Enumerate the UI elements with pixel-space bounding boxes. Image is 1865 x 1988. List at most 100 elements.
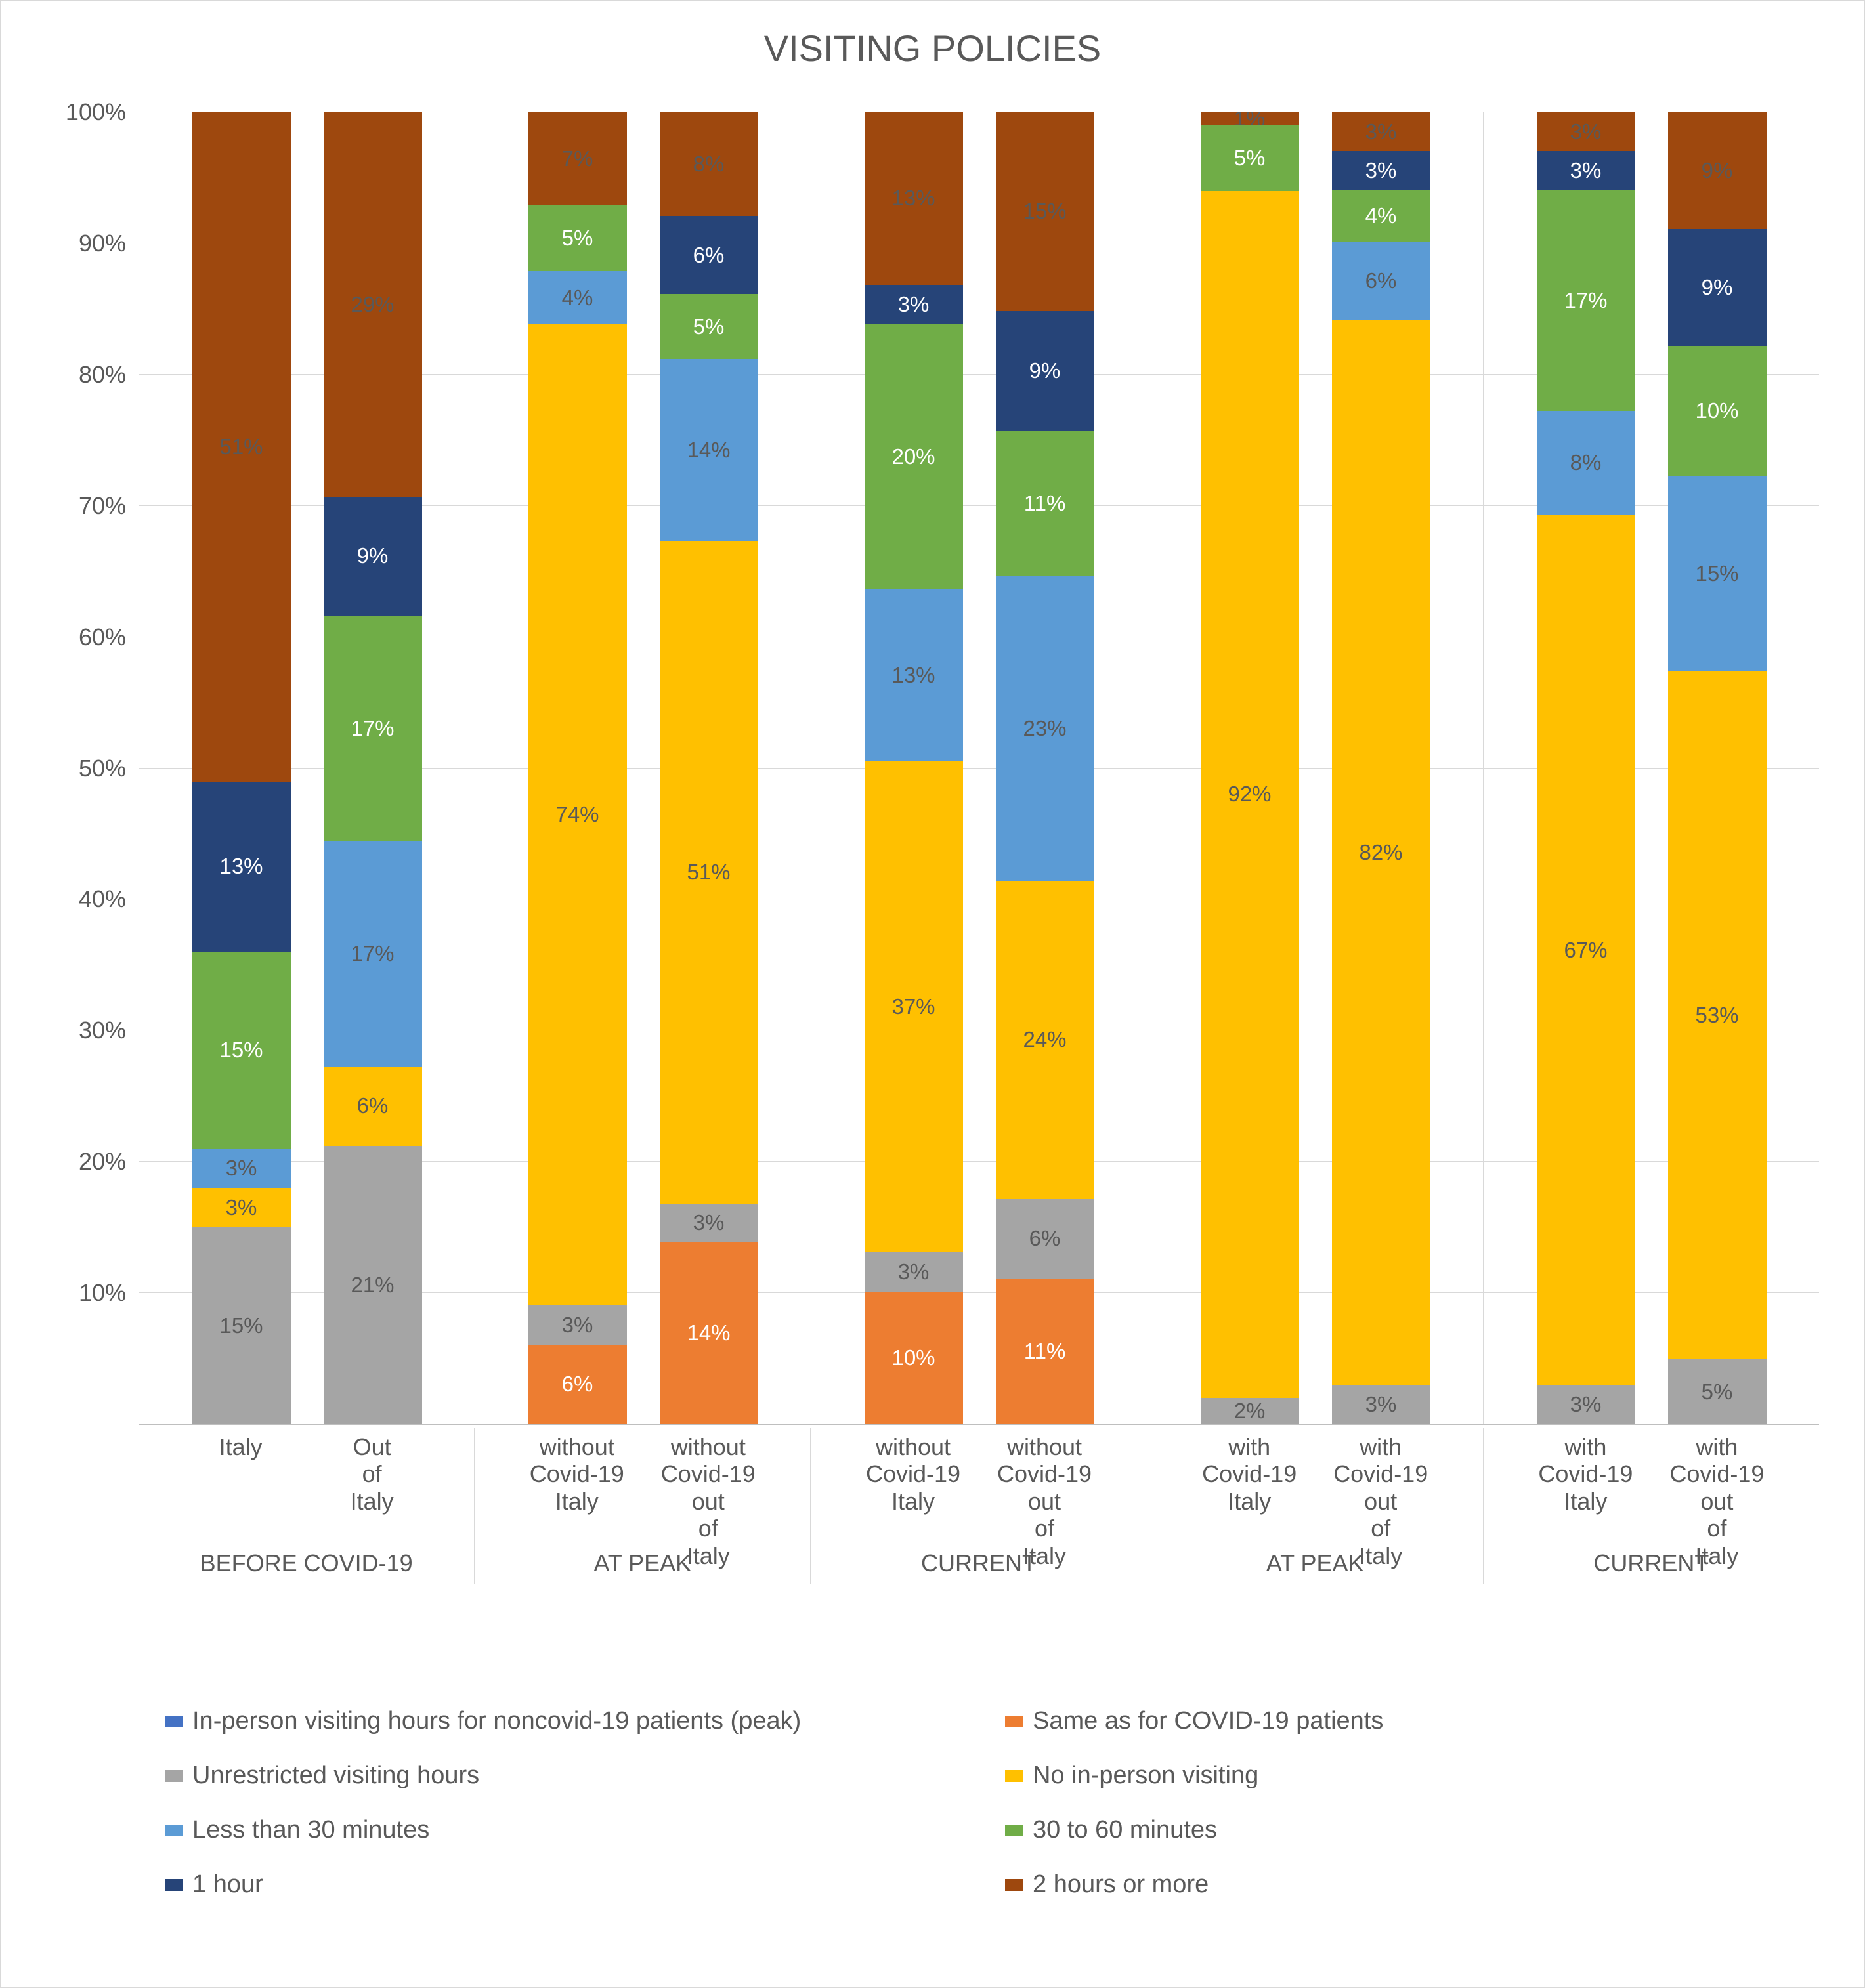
group-label: BEFORE COVID-19 — [139, 1543, 475, 1584]
bar-segment: 13% — [192, 782, 291, 952]
chart-title: VISITING POLICIES — [1, 1, 1864, 83]
stacked-bar: 14%3%51%14%5%6%8% — [660, 112, 758, 1424]
y-axis-label: 90% — [79, 230, 139, 257]
segment-label: 17% — [351, 716, 394, 741]
bar-segment: 8% — [1537, 411, 1635, 515]
segment-label: 74% — [555, 802, 599, 827]
segment-label: 17% — [1564, 288, 1607, 313]
bar-segment: 6% — [660, 216, 758, 294]
legend-swatch — [165, 1770, 183, 1782]
y-axis-label: 10% — [79, 1279, 139, 1307]
bar-segment: 3% — [660, 1204, 758, 1242]
bar-segment: 17% — [324, 841, 422, 1067]
segment-label: 37% — [891, 994, 935, 1019]
bar-segment: 3% — [1537, 112, 1635, 151]
bar-segment: 15% — [1668, 476, 1767, 671]
bar-segment: 51% — [192, 112, 291, 781]
segment-label: 82% — [1359, 840, 1402, 865]
bar-segment: 7% — [528, 112, 627, 205]
bar-segment: 4% — [1332, 190, 1430, 242]
segment-label: 3% — [1570, 119, 1602, 144]
legend-swatch — [1005, 1770, 1023, 1782]
legend-item: Unrestricted visiting hours — [165, 1762, 953, 1790]
segment-label: 5% — [1234, 146, 1266, 171]
segment-label: 92% — [1228, 782, 1271, 807]
segment-label: 9% — [1702, 158, 1733, 183]
bar-segment: 53% — [1668, 671, 1767, 1359]
stacked-bar: 3%67%8%17%3%3% — [1537, 112, 1635, 1424]
bar-slot: 11%6%24%23%11%9%15% — [996, 112, 1094, 1424]
y-axis-label: 30% — [79, 1017, 139, 1044]
legend-swatch — [1005, 1825, 1023, 1836]
segment-label: 6% — [693, 243, 725, 268]
segment-label: 53% — [1695, 1003, 1738, 1028]
segment-label: 3% — [226, 1195, 257, 1220]
legend-swatch — [1005, 1716, 1023, 1727]
bar-segment: 3% — [528, 1305, 627, 1345]
legend-item: Less than 30 minutes — [165, 1816, 953, 1844]
legend-item: No in-person visiting — [1005, 1762, 1793, 1790]
segment-label: 1% — [1234, 112, 1266, 125]
legend-label: 30 to 60 minutes — [1033, 1816, 1217, 1844]
bar-segment: 2% — [1201, 1398, 1299, 1424]
bar-segment: 5% — [528, 205, 627, 271]
segment-label: 5% — [1702, 1380, 1733, 1405]
segment-label: 17% — [351, 941, 394, 966]
segment-label: 2% — [1234, 1399, 1266, 1424]
group-label: AT PEAK — [1147, 1543, 1484, 1584]
x-axis-group-labels: BEFORE COVID-19AT PEAKCURRENTAT PEAKCURR… — [139, 1543, 1819, 1584]
plot-area: 0%10%20%30%40%50%60%70%80%90%100% 15%3%3… — [139, 112, 1819, 1425]
y-axis-label: 50% — [79, 755, 139, 782]
segment-label: 3% — [562, 1313, 593, 1338]
segment-label: 3% — [1570, 158, 1602, 183]
legend-label: Unrestricted visiting hours — [192, 1762, 479, 1790]
bar-segment: 3% — [1332, 1385, 1430, 1424]
segment-label: 4% — [562, 286, 593, 310]
bar-segment: 74% — [528, 324, 627, 1305]
bar-segment: 5% — [1201, 125, 1299, 191]
bar-segment: 8% — [660, 112, 758, 216]
y-axis-label: 20% — [79, 1148, 139, 1175]
segment-label: 5% — [693, 314, 725, 339]
bar-group: 10%3%37%13%20%3%13%11%6%24%23%11%9%15% — [811, 112, 1147, 1424]
bar-segment: 1% — [1201, 112, 1299, 125]
bar-slot: 21%6%17%17%9%29% — [324, 112, 422, 1424]
bar-segment: 3% — [192, 1149, 291, 1188]
segment-label: 10% — [1695, 398, 1738, 423]
bar-segment: 9% — [1668, 112, 1767, 229]
stacked-bar: 15%3%3%15%13%51% — [192, 112, 291, 1424]
bar-segment: 15% — [192, 1227, 291, 1424]
segment-label: 24% — [1023, 1027, 1066, 1052]
segment-label: 21% — [351, 1273, 394, 1298]
segment-label: 14% — [687, 1321, 730, 1345]
bar-segment: 10% — [865, 1292, 963, 1424]
bar-group: 2%92%0%5%1%3%82%6%4%3%3% — [1147, 112, 1484, 1424]
segment-label: 29% — [351, 292, 394, 317]
segment-label: 9% — [1702, 275, 1733, 300]
segment-label: 11% — [1024, 491, 1066, 516]
bar-segment: 20% — [865, 324, 963, 589]
stacked-bar: 5% 53% 15% 10% 9% 9% — [1668, 112, 1767, 1424]
bar-segment: 10% — [1668, 346, 1767, 476]
bar-segment: 17% — [1537, 190, 1635, 411]
bar-slot: 3%82%6%4%3%3% — [1332, 112, 1430, 1424]
bar-segment: 3% — [1332, 112, 1430, 151]
segment-label: 3% — [1570, 1392, 1602, 1417]
bar-segment: 3% — [865, 285, 963, 325]
bar-segment: 9% — [996, 311, 1094, 431]
segment-label: 15% — [1023, 199, 1066, 224]
legend-swatch — [165, 1879, 183, 1891]
bar-group: 6%3%74%4%5%7%14%3%51%14%5%6%8% — [475, 112, 811, 1424]
stacked-bar: 3%82%6%4%3%3% — [1332, 112, 1430, 1424]
bar-group: 3%67%8%17%3%3%5%53%15%10%9%9% — [1484, 112, 1819, 1424]
bar-group: 15%3%3%15%13%51%21%6%17%17%9%29% — [139, 112, 475, 1424]
bar-segment: 37% — [865, 761, 963, 1252]
y-axis-label: 70% — [79, 492, 139, 520]
segment-label: 8% — [1570, 450, 1602, 475]
segment-label: 9% — [357, 543, 389, 568]
bar-segment: 3% — [865, 1252, 963, 1292]
segment-label: 13% — [891, 186, 935, 211]
segment-label: 11% — [1024, 1339, 1066, 1364]
bar-segment: 6% — [528, 1345, 627, 1424]
bar-segment: 9% — [1668, 229, 1767, 346]
